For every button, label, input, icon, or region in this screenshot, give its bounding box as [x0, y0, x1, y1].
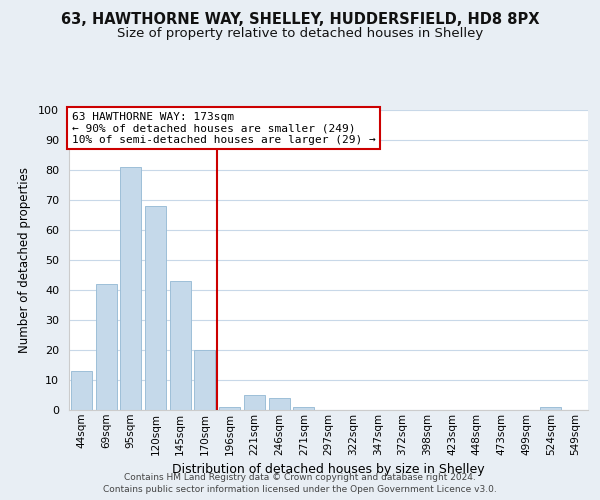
Bar — [293, 407, 314, 410]
Bar — [71, 371, 92, 410]
X-axis label: Distribution of detached houses by size in Shelley: Distribution of detached houses by size … — [172, 463, 485, 476]
Text: 63 HAWTHORNE WAY: 173sqm
← 90% of detached houses are smaller (249)
10% of semi-: 63 HAWTHORNE WAY: 173sqm ← 90% of detach… — [71, 112, 376, 144]
Bar — [145, 206, 166, 410]
Text: 63, HAWTHORNE WAY, SHELLEY, HUDDERSFIELD, HD8 8PX: 63, HAWTHORNE WAY, SHELLEY, HUDDERSFIELD… — [61, 12, 539, 28]
Text: Size of property relative to detached houses in Shelley: Size of property relative to detached ho… — [117, 28, 483, 40]
Bar — [170, 281, 191, 410]
Bar — [219, 407, 240, 410]
Bar — [244, 395, 265, 410]
Bar — [120, 167, 141, 410]
Bar — [269, 398, 290, 410]
Text: Contains public sector information licensed under the Open Government Licence v3: Contains public sector information licen… — [103, 484, 497, 494]
Text: Contains HM Land Registry data © Crown copyright and database right 2024.: Contains HM Land Registry data © Crown c… — [124, 473, 476, 482]
Bar — [541, 407, 562, 410]
Bar — [194, 350, 215, 410]
Bar — [95, 284, 116, 410]
Y-axis label: Number of detached properties: Number of detached properties — [19, 167, 31, 353]
